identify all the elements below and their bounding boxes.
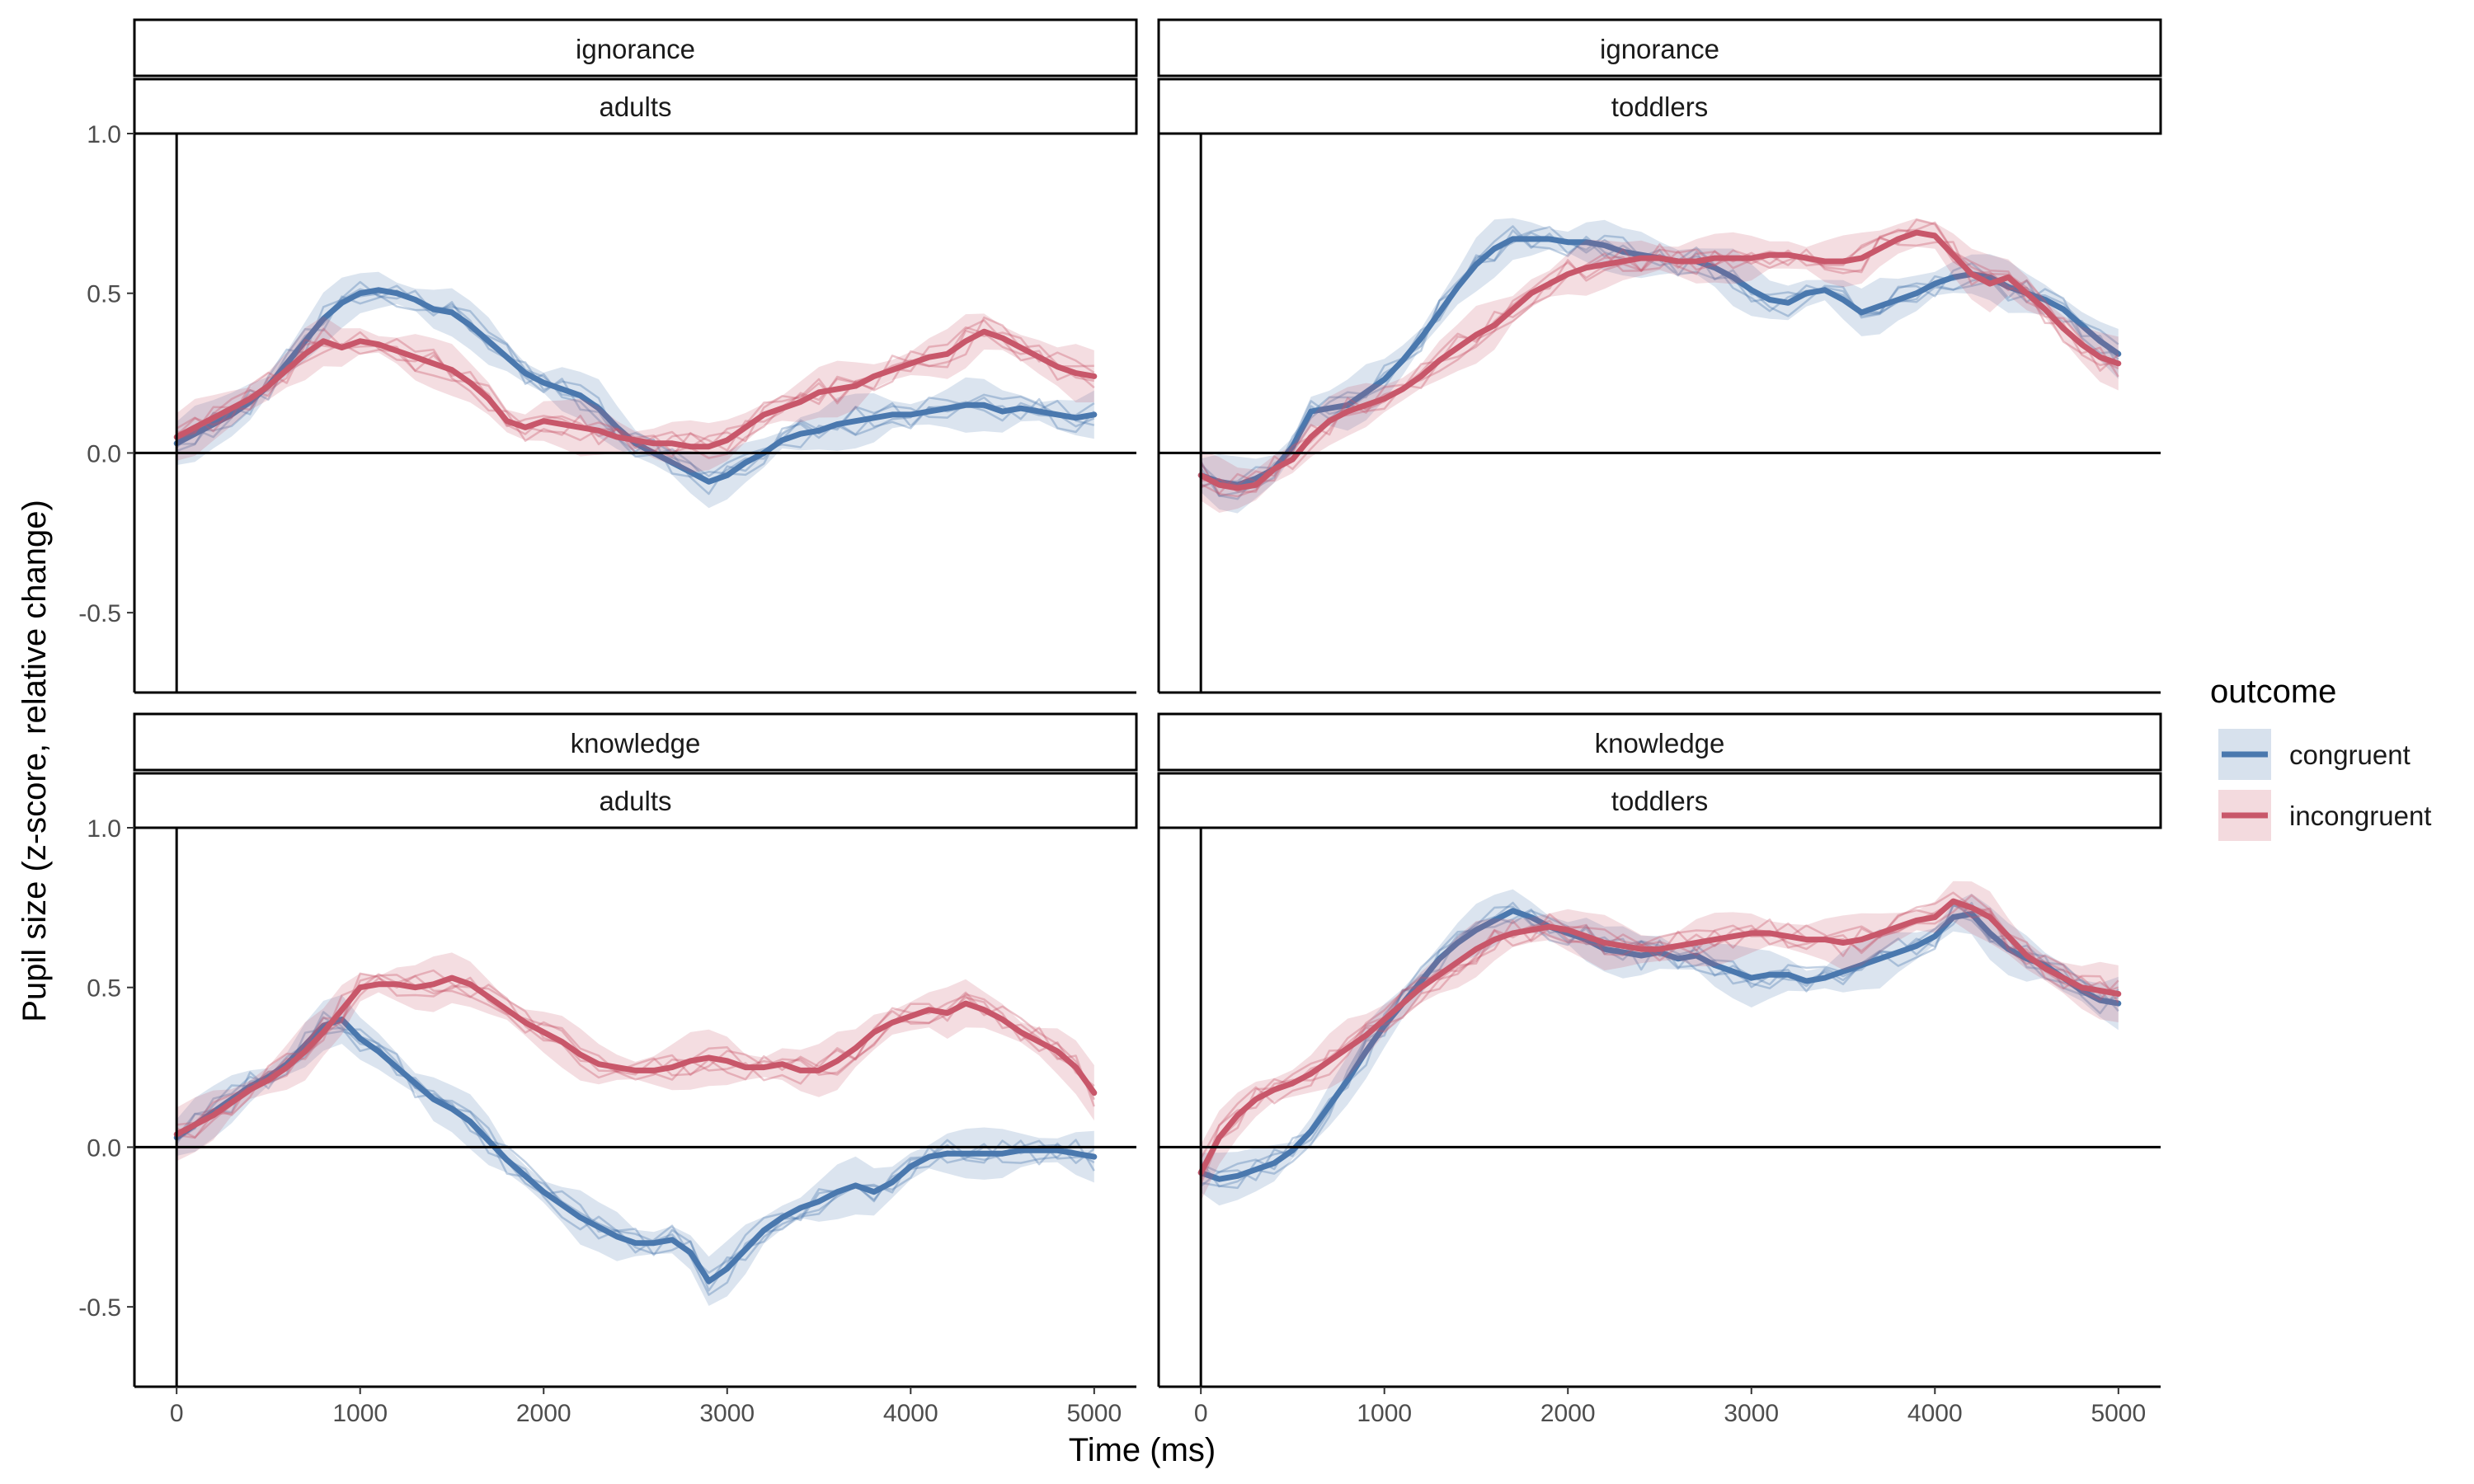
legend-label: congruent (2289, 740, 2411, 770)
x-tick-label: 0 (1194, 1400, 1208, 1427)
y-tick-label: 0.5 (87, 281, 121, 308)
x-tick-label: 5000 (1066, 1400, 1122, 1427)
legend: outcome congruent incongruent (2210, 674, 2431, 841)
legend-label: incongruent (2289, 801, 2431, 831)
strip-bottom-label: toddlers (1611, 786, 1708, 816)
series-line-incongruent (173, 974, 1098, 1138)
replicate-line-congruent (1200, 901, 2119, 1188)
plot-area (1197, 218, 2122, 514)
replicate-line-congruent (1200, 904, 2119, 1174)
panel-knowledge-toddlers: knowledge toddlers 0 1000 2000 3000 4000 5000 (1157, 712, 2162, 1427)
legend-title: outcome (2210, 674, 2336, 710)
strip-top-label: ignorance (1600, 34, 1719, 64)
y-tick-label: 1.0 (87, 121, 121, 148)
panel-knowledge-adults: knowledge adults -0.5 0.0 0.5 1.0 0 1000 2000 300… (78, 712, 1138, 1427)
x-tick-label: 1000 (1357, 1400, 1412, 1427)
y-tick-label: -0.5 (78, 600, 121, 627)
strip-bottom (133, 77, 1138, 135)
x-tick-label: 2000 (516, 1400, 571, 1427)
strip-bottom (1157, 772, 2162, 829)
x-tick-label: 3000 (699, 1400, 755, 1427)
x-tick-label: 2000 (1540, 1400, 1596, 1427)
series-line-incongruent (173, 328, 1098, 450)
y-tick-label: 1.0 (87, 815, 121, 843)
ribbon-incongruent (176, 952, 1094, 1162)
x-tick-label: 4000 (883, 1400, 938, 1427)
strip-bottom-label: adults (599, 92, 671, 122)
strip-bottom-label: toddlers (1611, 92, 1708, 122)
series-line-congruent (1197, 908, 2122, 1182)
plot-area (173, 952, 1098, 1306)
panel-ignorance-toddlers: ignorance toddlers (1157, 18, 2162, 694)
ribbon-incongruent (1201, 881, 2119, 1201)
strip-top-label: knowledge (571, 728, 701, 758)
replicate-line-congruent (176, 1011, 1095, 1292)
x-tick-label: 5000 (2091, 1400, 2146, 1427)
series-line-incongruent (1197, 229, 2122, 491)
strip-bottom-label: adults (599, 786, 671, 816)
y-tick-label: 0.5 (87, 975, 121, 1003)
legend-key-incongruent: incongruent (2218, 790, 2431, 841)
y-axis-title: Pupil size (z-score, relative change) (16, 500, 53, 1022)
strip-bottom (133, 772, 1138, 829)
legend-key-congruent: congruent (2218, 729, 2411, 780)
plot-area (173, 271, 1098, 509)
strip-bottom (1157, 77, 2162, 135)
strip-top (1157, 712, 2162, 772)
plot-area (1197, 881, 2122, 1206)
y-tick-label: 0.0 (87, 440, 121, 467)
x-tick-label: 3000 (1724, 1400, 1779, 1427)
x-tick-label: 0 (170, 1400, 184, 1427)
x-axis-title: Time (ms) (1069, 1432, 1216, 1468)
y-tick-label: -0.5 (78, 1294, 121, 1322)
strip-top-label: knowledge (1595, 728, 1725, 758)
replicate-line-incongruent (176, 326, 1095, 459)
x-tick-label: 4000 (1907, 1400, 1963, 1427)
strip-top-label: ignorance (576, 34, 695, 64)
x-tick-label: 1000 (332, 1400, 388, 1427)
replicate-line-congruent (176, 288, 1095, 495)
replicate-line-incongruent (1200, 901, 2119, 1178)
replicate-line-congruent (176, 1030, 1095, 1296)
strip-top (1157, 18, 2162, 77)
ribbon-congruent (1201, 218, 2119, 514)
replicate-line-incongruent (1200, 891, 2119, 1185)
panel-ignorance-adults: ignorance adults -0.5 0.0 0.5 1.0 (78, 18, 1138, 694)
strip-top (133, 712, 1138, 772)
panels-layer: ignorance adults -0.5 0.0 0.5 1.0 ignorance tod… (78, 18, 2162, 1427)
strip-top (133, 18, 1138, 77)
series-line-incongruent (1197, 898, 2122, 1176)
y-tick-label: 0.0 (87, 1134, 121, 1162)
series-line-congruent (173, 287, 1098, 485)
replicate-line-incongruent (176, 969, 1095, 1139)
